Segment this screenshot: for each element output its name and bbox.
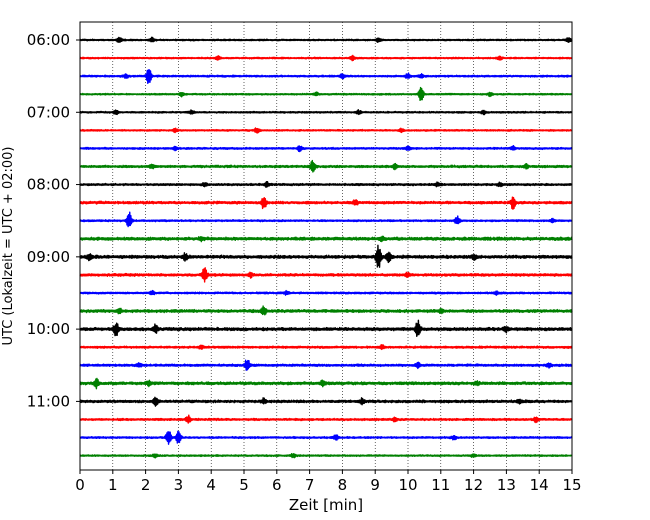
trace-0715 <box>79 127 573 134</box>
x-grid <box>112 22 540 470</box>
trace-0700 <box>79 109 573 116</box>
trace-0845 <box>79 235 573 243</box>
plot-frame <box>79 21 573 471</box>
y-tick-label: 07:00 <box>27 103 70 121</box>
y-tick-label: 08:00 <box>27 176 70 194</box>
y-axis: 06:00 07:00 08:00 09:00 10:00 11:00 <box>27 31 80 410</box>
x-tick-label: 10 <box>398 476 417 494</box>
trace-0630 <box>79 69 573 85</box>
trace-0815 <box>79 196 573 210</box>
trace-1030 <box>79 359 573 371</box>
trace-0930 <box>79 289 573 296</box>
x-tick-label: 1 <box>108 476 118 494</box>
x-tick-label: 9 <box>370 476 380 494</box>
x-tick-label: 15 <box>562 476 581 494</box>
trace-0745 <box>79 159 573 173</box>
x-axis: 0 1 2 3 4 5 6 7 8 9 10 11 12 13 14 15 <box>75 470 582 494</box>
y-axis-label: UTC (Lokalzeit = UTC + 02:00) <box>1 147 16 346</box>
x-tick-label: 4 <box>206 476 216 494</box>
x-tick-label: 12 <box>464 476 483 494</box>
trace-group <box>79 36 573 459</box>
trace-1145 <box>79 453 573 459</box>
y-tick-label: 11:00 <box>27 392 70 410</box>
trace-0900 <box>79 244 573 268</box>
y-tick-label: 06:00 <box>27 31 70 49</box>
trace-0730 <box>79 145 573 153</box>
x-tick-label: 6 <box>272 476 282 494</box>
trace-1130 <box>79 430 573 445</box>
trace-1015 <box>79 343 573 351</box>
trace-0600 <box>79 36 573 44</box>
x-tick-label: 13 <box>497 476 516 494</box>
trace-0645 <box>79 86 573 102</box>
trace-0800 <box>79 180 573 188</box>
x-tick-label: 7 <box>305 476 315 494</box>
x-tick-label: 2 <box>141 476 151 494</box>
trace-1045 <box>79 377 573 390</box>
trace-0830 <box>79 211 573 228</box>
y-tick-label: 09:00 <box>27 248 70 266</box>
trace-1115 <box>79 414 573 424</box>
trace-0915 <box>79 267 573 283</box>
trace-0615 <box>79 54 573 62</box>
x-tick-label: 14 <box>530 476 549 494</box>
x-tick-label: 5 <box>239 476 249 494</box>
trace-0945 <box>79 305 573 316</box>
trace-1000 <box>79 319 573 338</box>
x-tick-label: 11 <box>431 476 450 494</box>
x-tick-label: 8 <box>338 476 348 494</box>
x-axis-label: Zeit [min] <box>289 496 363 514</box>
x-tick-label: 3 <box>174 476 184 494</box>
y-tick-label: 10:00 <box>27 320 70 338</box>
x-tick-label: 0 <box>75 476 85 494</box>
trace-1100 <box>79 396 573 407</box>
